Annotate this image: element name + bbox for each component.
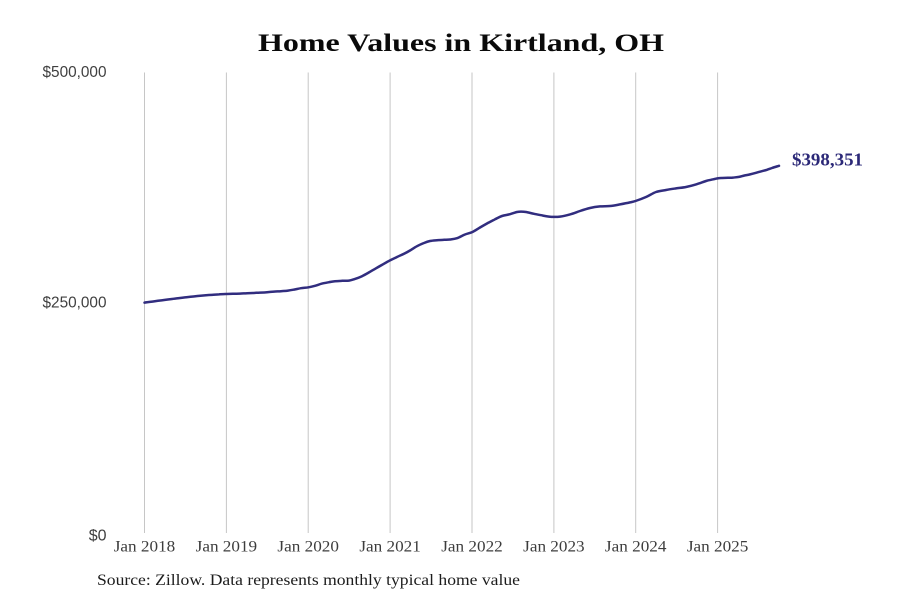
svg-text:Jan 2025: Jan 2025 — [687, 539, 749, 556]
svg-text:$398,351: $398,351 — [792, 150, 863, 170]
svg-text:Jan 2020: Jan 2020 — [277, 539, 339, 556]
svg-text:Jan 2023: Jan 2023 — [523, 539, 585, 556]
svg-text:Jan 2024: Jan 2024 — [605, 539, 667, 556]
svg-text:Jan 2018: Jan 2018 — [114, 539, 176, 556]
svg-text:Jan 2019: Jan 2019 — [196, 539, 258, 556]
svg-text:$0: $0 — [89, 528, 107, 545]
svg-text:Source: Zillow. Data represent: Source: Zillow. Data represents monthly … — [97, 572, 520, 589]
svg-text:$500,000: $500,000 — [43, 64, 107, 81]
svg-text:$250,000: $250,000 — [43, 295, 107, 312]
svg-text:Home Values in Kirtland, OH: Home Values in Kirtland, OH — [258, 30, 665, 57]
svg-text:Jan 2021: Jan 2021 — [359, 539, 421, 556]
svg-text:Jan 2022: Jan 2022 — [441, 539, 503, 556]
